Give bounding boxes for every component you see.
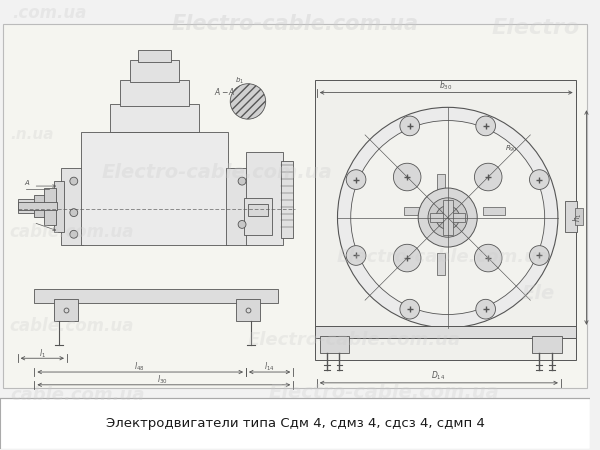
Bar <box>248 204 268 216</box>
Text: cable.com.ua: cable.com.ua <box>10 317 134 335</box>
Text: $R_{90}$: $R_{90}$ <box>505 144 518 154</box>
Circle shape <box>428 198 467 237</box>
Bar <box>565 201 577 232</box>
Text: Electro-cable.com.ua: Electro-cable.com.ua <box>248 332 461 350</box>
Circle shape <box>400 299 419 319</box>
Circle shape <box>529 170 549 189</box>
Circle shape <box>475 163 502 191</box>
Bar <box>44 188 56 225</box>
Text: cable.com.ua: cable.com.ua <box>10 386 145 404</box>
Circle shape <box>230 84 266 119</box>
Text: Electro-cable.com.ua: Electro-cable.com.ua <box>336 248 550 266</box>
Circle shape <box>436 206 460 230</box>
Bar <box>244 198 272 235</box>
Bar <box>0 398 590 449</box>
Bar <box>236 299 260 321</box>
Bar <box>18 199 67 212</box>
Bar <box>246 152 283 245</box>
Circle shape <box>394 244 421 272</box>
Bar <box>437 174 445 196</box>
Text: $A - A$: $A - A$ <box>214 86 235 97</box>
Text: Ele: Ele <box>521 284 555 303</box>
Bar <box>34 195 52 216</box>
Bar <box>34 289 278 303</box>
Circle shape <box>238 177 246 185</box>
Circle shape <box>337 108 558 328</box>
Text: .com.ua: .com.ua <box>12 4 86 22</box>
Bar <box>281 162 293 238</box>
Circle shape <box>70 209 78 216</box>
Circle shape <box>346 170 366 189</box>
Text: $D_{14}$: $D_{14}$ <box>431 370 445 382</box>
Bar <box>54 181 64 232</box>
Text: .n.ua: .n.ua <box>10 127 53 142</box>
Circle shape <box>529 246 549 266</box>
Text: $l_{30}$: $l_{30}$ <box>157 374 167 386</box>
Text: $A$: $A$ <box>24 178 31 187</box>
Bar <box>430 212 466 222</box>
Bar <box>110 104 199 132</box>
Text: $l_{14}$: $l_{14}$ <box>265 361 275 374</box>
Bar <box>315 80 575 360</box>
Circle shape <box>394 163 421 191</box>
Bar <box>483 207 505 215</box>
Bar <box>61 168 83 245</box>
Bar <box>18 202 57 210</box>
Bar <box>3 24 587 388</box>
Text: $b_1$: $b_1$ <box>235 76 244 86</box>
Text: Electro-cable.com.ua: Electro-cable.com.ua <box>268 382 499 401</box>
Circle shape <box>70 230 78 238</box>
Bar <box>443 200 452 235</box>
Text: $l_1$: $l_1$ <box>39 347 46 360</box>
Text: Electro-cable.com.ua: Electro-cable.com.ua <box>172 14 419 34</box>
Circle shape <box>346 246 366 266</box>
Text: Electro: Electro <box>492 18 580 37</box>
Bar <box>437 253 445 274</box>
Bar <box>315 326 575 338</box>
Circle shape <box>476 116 496 136</box>
Bar <box>575 208 583 225</box>
Circle shape <box>70 177 78 185</box>
Circle shape <box>238 220 246 228</box>
Bar <box>320 336 349 353</box>
Bar <box>138 50 171 62</box>
Bar <box>54 299 78 321</box>
Text: Electro-cable.com.ua: Electro-cable.com.ua <box>101 163 332 182</box>
Circle shape <box>475 244 502 272</box>
Circle shape <box>418 188 477 247</box>
Text: cable.com.ua: cable.com.ua <box>10 223 134 241</box>
Text: Электродвигатели типа Сдм 4, сдмз 4, сдсз 4, сдмп 4: Электродвигатели типа Сдм 4, сдмз 4, сдс… <box>106 417 485 430</box>
Text: $h_1$: $h_1$ <box>572 213 584 222</box>
Bar <box>532 336 562 353</box>
Bar <box>404 207 426 215</box>
Bar <box>80 132 228 245</box>
Bar <box>120 80 189 106</box>
Circle shape <box>351 121 545 315</box>
Circle shape <box>400 116 419 136</box>
Text: $b_{30}$: $b_{30}$ <box>439 80 452 92</box>
Text: $l_{48}$: $l_{48}$ <box>134 361 145 374</box>
Bar <box>226 168 248 245</box>
Bar <box>130 60 179 82</box>
Circle shape <box>476 299 496 319</box>
